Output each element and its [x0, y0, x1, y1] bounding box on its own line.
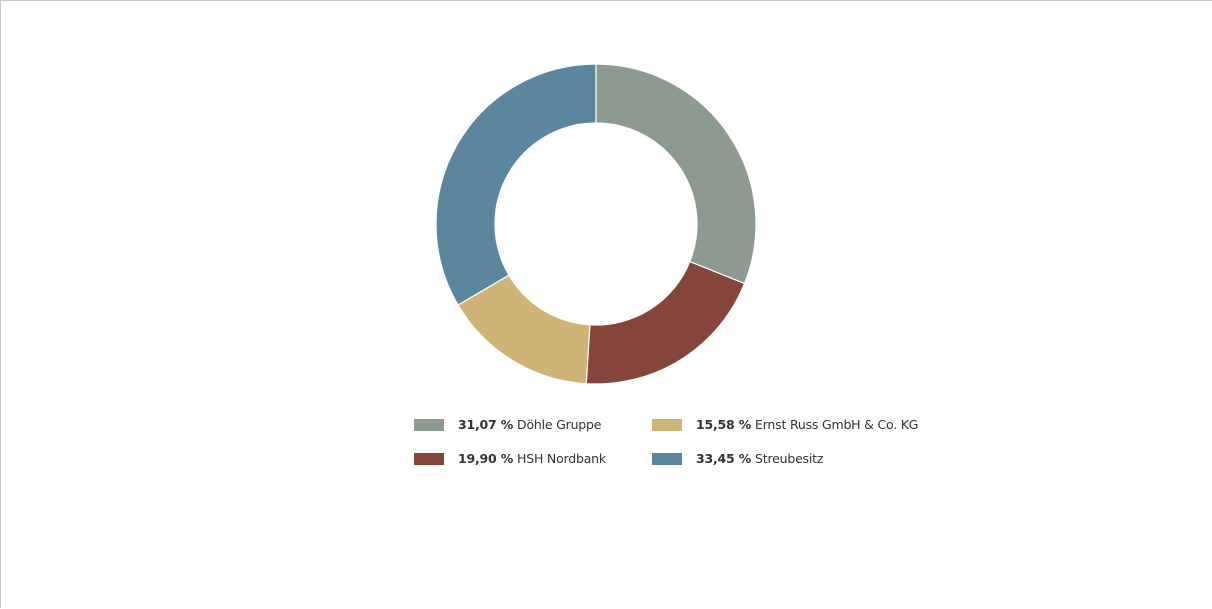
slice-hsh [585, 260, 746, 385]
legend-swatch-streubesitz [652, 452, 682, 465]
legend-item-ernst-russ: 15,58 % Ernst Russ GmbH & Co. KG [652, 417, 918, 432]
legend-value-hsh: 19,90 % [458, 451, 514, 466]
legend-swatch-ernst-russ [652, 418, 682, 431]
legend-value-streubesitz: 33,45 % [696, 451, 752, 466]
legend-value-ernst-russ: 15,58 % [696, 417, 752, 432]
slice-streubesitz [435, 63, 597, 306]
legend-label-ernst-russ: Ernst Russ GmbH & Co. KG [755, 417, 919, 432]
legend-item-hsh: 19,90 % HSH Nordbank [414, 451, 606, 466]
legend-item-doehle: 31,07 % Döhle Gruppe [414, 417, 601, 432]
legend-label-doehle: Döhle Gruppe [517, 417, 602, 432]
legend-label-streubesitz: Streubesitz [755, 451, 824, 466]
legend-value-doehle: 31,07 % [458, 417, 514, 432]
legend-label-hsh: HSH Nordbank [517, 451, 606, 466]
legend-swatch-doehle [414, 418, 444, 431]
legend-swatch-hsh [414, 452, 444, 465]
legend-item-streubesitz: 33,45 % Streubesitz [652, 451, 823, 466]
slice-doehle [595, 63, 757, 285]
